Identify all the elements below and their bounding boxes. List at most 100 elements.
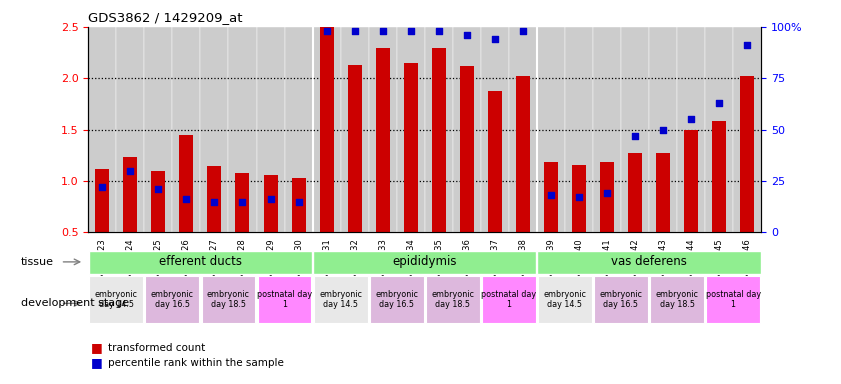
Point — [124, 167, 137, 174]
Bar — [426, 276, 479, 323]
Point — [460, 32, 473, 38]
Bar — [452, 27, 481, 232]
Text: embryonic
day 18.5: embryonic day 18.5 — [655, 290, 699, 309]
Text: embryonic
day 14.5: embryonic day 14.5 — [319, 290, 362, 309]
Bar — [565, 27, 593, 232]
Bar — [600, 162, 614, 232]
Bar — [594, 276, 648, 323]
Bar — [425, 27, 452, 232]
Bar — [313, 27, 341, 232]
Bar — [538, 276, 592, 323]
Text: postnatal day
1: postnatal day 1 — [257, 290, 312, 309]
Bar — [705, 27, 733, 232]
Bar — [509, 27, 537, 232]
Text: embryonic
day 14.5: embryonic day 14.5 — [543, 290, 586, 309]
Text: postnatal day
1: postnatal day 1 — [481, 290, 537, 309]
Bar — [95, 169, 109, 232]
Point — [320, 28, 333, 34]
Point — [600, 190, 614, 196]
Bar — [544, 162, 558, 232]
Bar — [347, 65, 362, 232]
Bar — [202, 276, 256, 323]
Bar — [88, 27, 116, 232]
Point — [628, 133, 642, 139]
Point — [685, 116, 698, 122]
Bar — [733, 27, 761, 232]
Bar — [341, 27, 368, 232]
Bar — [593, 27, 621, 232]
Bar — [89, 251, 312, 273]
Point — [235, 199, 249, 205]
Bar — [481, 27, 509, 232]
Bar — [370, 276, 424, 323]
Text: epididymis: epididymis — [393, 255, 457, 268]
Point — [264, 196, 278, 202]
Bar — [314, 276, 368, 323]
Bar — [656, 153, 670, 232]
Bar — [482, 276, 536, 323]
Bar — [431, 48, 446, 232]
Bar — [292, 178, 305, 232]
Text: tissue: tissue — [21, 257, 54, 267]
Text: postnatal day
1: postnatal day 1 — [706, 290, 760, 309]
Bar — [229, 27, 257, 232]
Bar — [368, 27, 397, 232]
Text: percentile rank within the sample: percentile rank within the sample — [108, 358, 283, 368]
Point — [712, 100, 726, 106]
Bar — [572, 164, 586, 232]
Point — [376, 28, 389, 34]
Bar — [712, 121, 726, 232]
Text: GDS3862 / 1429209_at: GDS3862 / 1429209_at — [88, 11, 243, 24]
Text: efferent ducts: efferent ducts — [159, 255, 242, 268]
Bar — [404, 63, 418, 232]
Text: development stage: development stage — [21, 298, 130, 308]
Point — [96, 184, 109, 190]
Bar — [116, 27, 145, 232]
Text: embryonic
day 14.5: embryonic day 14.5 — [95, 290, 138, 309]
Point — [740, 42, 754, 48]
Text: embryonic
day 16.5: embryonic day 16.5 — [375, 290, 418, 309]
Bar — [649, 27, 677, 232]
Point — [432, 28, 446, 34]
Bar — [684, 130, 698, 232]
Bar — [313, 251, 537, 273]
Bar — [628, 153, 642, 232]
Bar — [320, 4, 334, 232]
Bar — [516, 76, 530, 232]
Point — [292, 199, 305, 205]
Point — [656, 127, 669, 133]
Bar — [397, 27, 425, 232]
Text: transformed count: transformed count — [108, 343, 205, 353]
Text: vas deferens: vas deferens — [611, 255, 687, 268]
Bar — [145, 276, 199, 323]
Bar — [200, 27, 229, 232]
Bar — [706, 276, 760, 323]
Point — [404, 28, 417, 34]
Point — [516, 28, 530, 34]
Bar — [677, 27, 705, 232]
Text: embryonic
day 18.5: embryonic day 18.5 — [207, 290, 250, 309]
Text: embryonic
day 16.5: embryonic day 16.5 — [600, 290, 643, 309]
Bar — [537, 251, 760, 273]
Bar — [151, 170, 166, 232]
Bar — [89, 276, 143, 323]
Bar — [488, 91, 502, 232]
Text: embryonic
day 16.5: embryonic day 16.5 — [151, 290, 194, 309]
Bar — [284, 27, 313, 232]
Bar — [208, 166, 221, 232]
Bar — [179, 135, 193, 232]
Point — [488, 36, 501, 42]
Text: embryonic
day 18.5: embryonic day 18.5 — [431, 290, 474, 309]
Bar — [263, 175, 278, 232]
Bar — [376, 48, 389, 232]
Bar — [124, 157, 137, 232]
Bar — [257, 276, 311, 323]
Point — [572, 194, 585, 200]
Point — [348, 28, 362, 34]
Text: ■: ■ — [91, 341, 103, 354]
Point — [208, 199, 221, 205]
Bar — [145, 27, 172, 232]
Text: ■: ■ — [91, 356, 103, 369]
Bar — [740, 76, 754, 232]
Point — [180, 196, 193, 202]
